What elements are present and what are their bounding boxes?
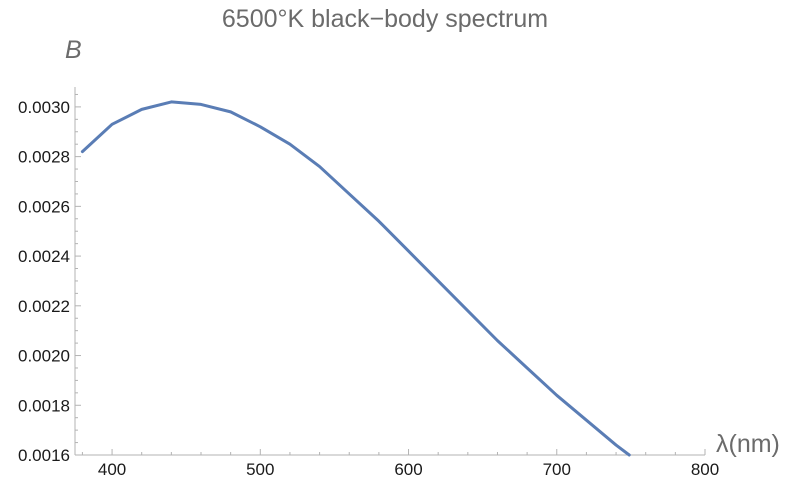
y-tick-label: 0.0024: [18, 247, 70, 266]
chart-title: 6500°K black−body spectrum: [222, 5, 548, 33]
data-point: [229, 110, 232, 113]
x-tick-label: 600: [394, 460, 422, 477]
y-tick-label: 0.0018: [18, 396, 70, 415]
data-point: [348, 192, 351, 195]
y-axis-label: B: [65, 36, 82, 64]
series-points: [81, 100, 618, 446]
y-axis-ticks: 0.0016 0.0018 0.0020 0.0022 0.0024 0.0026 0.00…: [18, 93, 81, 465]
data-point: [615, 444, 618, 447]
x-tick-label: 500: [246, 460, 274, 477]
data-point: [288, 143, 291, 146]
data-point: [170, 100, 173, 103]
data-point: [526, 366, 529, 369]
data-point: [555, 394, 558, 397]
data-point: [496, 339, 499, 342]
data-point: [140, 108, 143, 111]
data-point: [259, 125, 262, 128]
y-tick-label: 0.0016: [18, 446, 70, 465]
x-tick-label: 400: [98, 460, 126, 477]
data-point: [318, 165, 321, 168]
data-point: [200, 103, 203, 106]
data-point: [437, 279, 440, 282]
data-point: [81, 150, 84, 153]
x-tick-label: 800: [691, 460, 719, 477]
y-tick-label: 0.0028: [18, 148, 70, 167]
data-point: [585, 419, 588, 422]
x-tick-label: 700: [543, 460, 571, 477]
y-tick-label: 0.0020: [18, 347, 70, 366]
x-axis-label: λ(nm): [716, 430, 780, 458]
data-point: [377, 220, 380, 223]
x-axis-ticks: 400 500 600 700 800: [81, 449, 719, 477]
series-line: [80, 100, 631, 457]
data-point: [111, 123, 114, 126]
data-point: [466, 309, 469, 312]
y-tick-label: 0.0030: [18, 98, 70, 117]
y-tick-label: 0.0026: [18, 197, 70, 216]
y-tick-label: 0.0022: [18, 297, 70, 316]
data-point: [407, 250, 410, 253]
